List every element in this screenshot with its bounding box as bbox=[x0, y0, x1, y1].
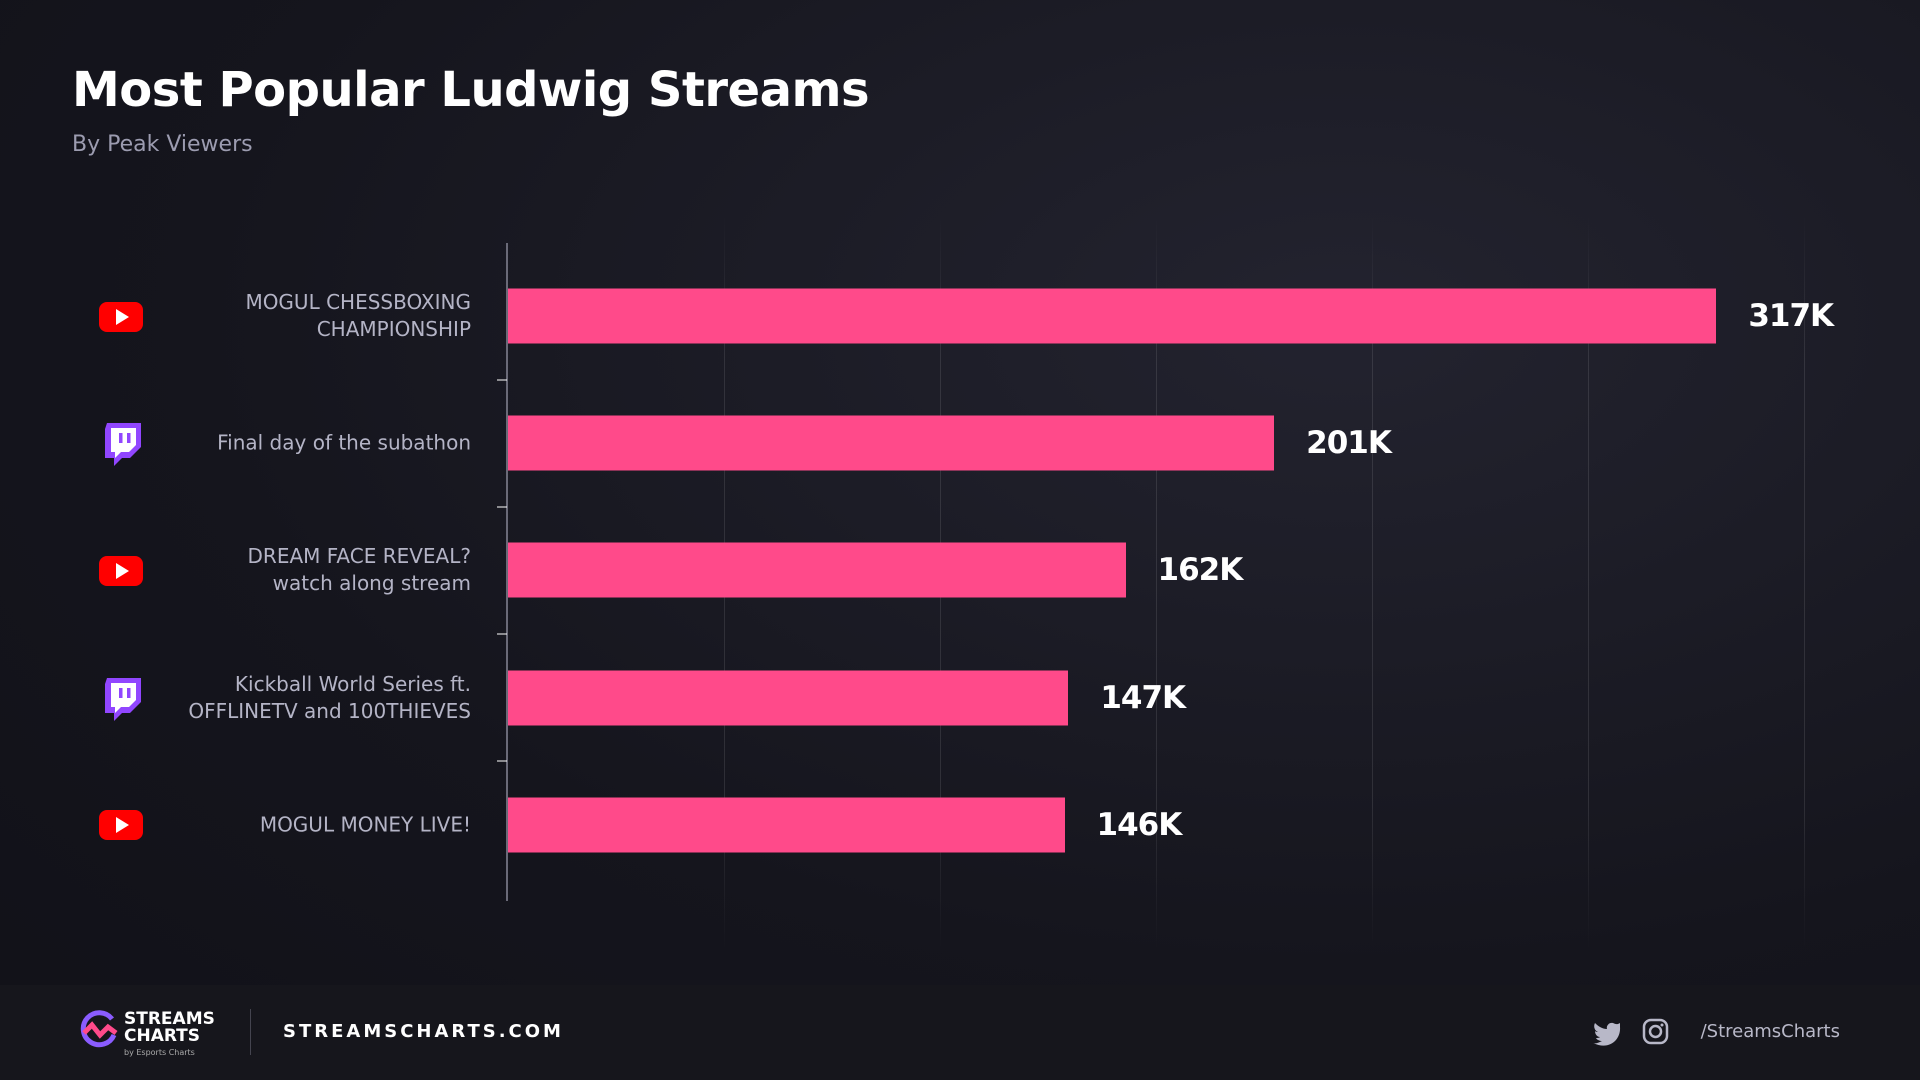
site-url: STREAMSCHARTS.COM bbox=[283, 1021, 564, 1042]
value-label: 317K bbox=[1748, 298, 1834, 334]
logo-text: STREAMS CHARTS bbox=[124, 1011, 215, 1045]
grid-line bbox=[1156, 215, 1157, 950]
icons bbox=[99, 302, 507, 840]
category-label: MOGUL CHESSBOXING CHAMPIONSHIP bbox=[245, 290, 471, 341]
value-label: 162K bbox=[1157, 552, 1244, 589]
bar bbox=[508, 542, 1126, 598]
youtube-icon bbox=[99, 810, 143, 840]
logo-by: by Esports Charts bbox=[124, 1048, 195, 1057]
youtube-icon bbox=[99, 302, 143, 332]
youtube-icon bbox=[99, 556, 143, 586]
category-label: DREAM FACE REVEAL? watch along stream bbox=[247, 544, 471, 596]
social-icons bbox=[1593, 1018, 1669, 1046]
grid-line bbox=[1372, 215, 1373, 950]
social-handle: /StreamsCharts bbox=[1700, 1021, 1840, 1042]
value-label: 147K bbox=[1100, 679, 1186, 716]
bar bbox=[508, 288, 1717, 344]
divider bbox=[250, 1009, 251, 1055]
twitch-icon bbox=[105, 678, 141, 721]
grid-line bbox=[1804, 215, 1805, 950]
axis-line bbox=[506, 243, 508, 901]
axis-ticks bbox=[497, 379, 507, 762]
chart-subtitle: By Peak Viewers bbox=[72, 132, 253, 157]
grid-line bbox=[1588, 215, 1589, 950]
logo-line: STREAMS bbox=[124, 1009, 215, 1029]
value-label: 146K bbox=[1096, 806, 1183, 843]
category-label: Final day of the subathon bbox=[217, 430, 471, 455]
logo-line: CHARTS bbox=[124, 1026, 201, 1046]
footer: STREAMS CHARTS by Esports Charts STREAMSC… bbox=[0, 985, 1920, 1080]
bar bbox=[508, 797, 1065, 853]
logo-mark bbox=[80, 1010, 118, 1048]
twitch-icon bbox=[105, 423, 141, 466]
bar bbox=[508, 670, 1069, 726]
bar bbox=[508, 415, 1275, 471]
value-label: 201K bbox=[1306, 425, 1392, 462]
chart-title: Most Popular Ludwig Streams bbox=[72, 62, 870, 118]
category-label: MOGUL MONEY LIVE! bbox=[259, 812, 471, 837]
category-label: Kickball World Series ft. OFFLINETV and … bbox=[188, 671, 471, 723]
